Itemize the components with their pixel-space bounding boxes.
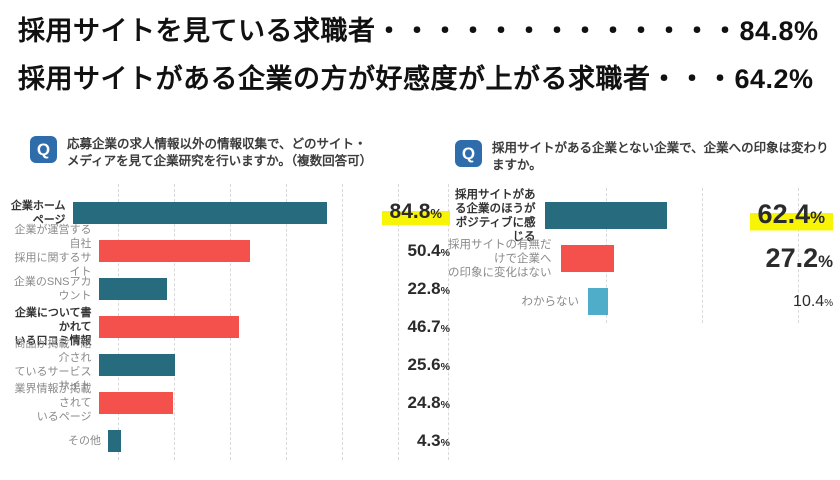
headline-1-text: 採用サイトを見ている求職者 bbox=[18, 16, 376, 46]
chart-panel-impression: Q 採用サイトがある企業とない企業で、企業への印象は変わり ますか。 採用サイト… bbox=[448, 140, 833, 323]
category-label: 企業ホームページ bbox=[10, 199, 73, 227]
category-label-line: いる口コミ情報 bbox=[14, 335, 92, 347]
bar-row: 商品が掲載・紹介され ているサービスサイト 25.6% bbox=[10, 338, 450, 392]
bar-row: わからない 10.4% bbox=[448, 280, 833, 323]
category-label: 企業のSNSアカウント bbox=[10, 275, 99, 303]
category-label: 企業が運営する自社 採用に関するサイト bbox=[10, 223, 99, 279]
category-label-line: 商品が掲載・紹介され bbox=[14, 338, 92, 364]
question-icon: Q bbox=[455, 140, 482, 167]
bar-row: その他 4.3% bbox=[10, 422, 450, 460]
bar bbox=[98, 392, 173, 414]
headline-1-dot-leader: ・・・・・・・・・・・・・ bbox=[375, 16, 740, 46]
gridline bbox=[286, 184, 287, 460]
category-label-line: ポジティブに感じる bbox=[455, 216, 536, 243]
headline-2: 採用サイトがある企業の方が好感度が上がる求職者 ・・・ 64.2% bbox=[18, 57, 814, 96]
bar-chart-sources: 企業ホームページ 84.8% 企業が運営する自社 採用に関するサイト 50.4% bbox=[10, 184, 450, 460]
category-label-line: いるページ bbox=[36, 411, 92, 423]
question-line: メディアを見て企業研究を行いますか。（複数回答可） bbox=[67, 154, 373, 168]
question-text: 採用サイトがある企業とない企業で、企業への印象は変わり ますか。 bbox=[492, 140, 829, 174]
category-label-line: 採用サイトの有無だけで企業へ bbox=[448, 238, 552, 265]
category-label: 採用サイトの有無だけで企業へ の印象に変化はない bbox=[448, 238, 561, 280]
value-label: 4.3% bbox=[416, 431, 450, 450]
gridline bbox=[398, 184, 399, 460]
category-label-line: 企業ホームページ bbox=[10, 200, 66, 226]
bar-row: 企業のSNSアカウント 22.8% bbox=[10, 270, 450, 308]
bar-row: 採用サイトがある企業のほうが ポジティブに感じる 62.4% bbox=[448, 189, 833, 243]
category-label-line: わからない bbox=[521, 295, 580, 308]
category-label: 企業について書かれて いる口コミ情報 bbox=[10, 306, 99, 348]
bar bbox=[107, 430, 121, 452]
bar-track: 22.8% bbox=[98, 278, 450, 300]
value-label: 22.8% bbox=[407, 279, 450, 298]
category-label-line: 企業について書かれて bbox=[14, 307, 92, 333]
value-label: 10.4% bbox=[793, 292, 833, 310]
category-label: 採用サイトがある企業のほうが ポジティブに感じる bbox=[448, 188, 545, 244]
bar-row: 企業が運営する自社 採用に関するサイト 50.4% bbox=[10, 224, 450, 278]
bar-track: 46.7% bbox=[98, 316, 450, 338]
bar-chart-impression: 採用サイトがある企業のほうが ポジティブに感じる 62.4% 採用サイトの有無だ… bbox=[448, 188, 833, 323]
bar-row: 企業ホームページ 84.8% bbox=[10, 194, 450, 232]
value-label: 46.7% bbox=[407, 317, 450, 336]
category-label-line: の印象に変化はない bbox=[448, 266, 552, 279]
chart-panel-sources: Q 応募企業の求人情報以外の情報収集で、どのサイト・ メディアを見て企業研究を行… bbox=[10, 136, 450, 460]
category-label-line: 企業が運営する自社 bbox=[14, 224, 92, 250]
value-label: 27.2% bbox=[765, 243, 833, 273]
bar bbox=[544, 202, 667, 229]
bar-track: 27.2% bbox=[560, 243, 833, 274]
question-header: Q 応募企業の求人情報以外の情報収集で、どのサイト・ メディアを見て企業研究を行… bbox=[30, 136, 450, 170]
category-label: 業界情報が掲載されて いるページ bbox=[10, 382, 99, 424]
bar bbox=[98, 278, 167, 300]
bar bbox=[588, 288, 609, 315]
gridline bbox=[798, 188, 799, 323]
headline-2-value: 64.2% bbox=[734, 64, 814, 94]
bar-track: 24.8% bbox=[98, 392, 450, 414]
question-line: 採用サイトがある企業とない企業で、企業への印象は変わり bbox=[492, 141, 829, 155]
bar-track: 84.8% bbox=[72, 200, 450, 226]
question-icon: Q bbox=[30, 136, 57, 163]
gridline bbox=[448, 184, 449, 460]
bar bbox=[98, 240, 250, 262]
headline-2-text: 採用サイトがある企業の方が好感度が上がる求職者 bbox=[18, 64, 651, 94]
bar-track: 25.6% bbox=[98, 354, 450, 376]
category-label-line: 業界情報が掲載されて bbox=[14, 383, 92, 409]
category-label-line: ているサービスサイト bbox=[14, 366, 92, 392]
headline-1-value: 84.8% bbox=[739, 16, 819, 46]
category-label-line: 採用に関するサイト bbox=[14, 252, 92, 278]
bar-track: 62.4% bbox=[544, 199, 833, 232]
bar-row: 企業について書かれて いる口コミ情報 46.7% bbox=[10, 306, 450, 348]
headline-2-dot-leader: ・・・ bbox=[650, 64, 735, 94]
question-header: Q 採用サイトがある企業とない企業で、企業への印象は変わり ますか。 bbox=[455, 140, 833, 174]
category-label-line: 企業のSNSアカウント bbox=[13, 276, 92, 302]
bar bbox=[72, 202, 327, 224]
question-line: ますか。 bbox=[492, 158, 542, 172]
bar bbox=[98, 316, 239, 338]
bar-row: 業界情報が掲載されて いるページ 24.8% bbox=[10, 382, 450, 424]
value-label: 50.4% bbox=[407, 241, 450, 260]
category-label: わからない bbox=[448, 295, 588, 309]
question-text: 応募企業の求人情報以外の情報収集で、どのサイト・ メディアを見て企業研究を行いま… bbox=[67, 136, 372, 170]
value-label: 24.8% bbox=[407, 393, 450, 412]
category-label-line: その他 bbox=[67, 435, 101, 447]
value-label: 25.6% bbox=[407, 355, 450, 374]
gridline bbox=[342, 184, 343, 460]
value-label: 84.8% bbox=[381, 200, 450, 226]
value-label: 62.4% bbox=[749, 199, 833, 232]
category-label: 商品が掲載・紹介され ているサービスサイト bbox=[10, 337, 99, 393]
bar bbox=[560, 245, 614, 272]
headline-1: 採用サイトを見ている求職者 ・・・・・・・・・・・・・ 84.8% bbox=[18, 9, 819, 48]
bar-track: 50.4% bbox=[98, 240, 450, 262]
bar-track: 4.3% bbox=[107, 430, 450, 452]
category-label: その他 bbox=[10, 434, 108, 448]
gridline bbox=[702, 188, 703, 323]
bar-track: 10.4% bbox=[588, 288, 833, 315]
bar-row: 採用サイトの有無だけで企業へ の印象に変化はない 27.2% bbox=[448, 237, 833, 280]
question-line: 応募企業の求人情報以外の情報収集で、どのサイト・ bbox=[67, 137, 367, 151]
category-label-line: 採用サイトがある企業のほうが bbox=[455, 188, 536, 215]
bar bbox=[98, 354, 176, 376]
